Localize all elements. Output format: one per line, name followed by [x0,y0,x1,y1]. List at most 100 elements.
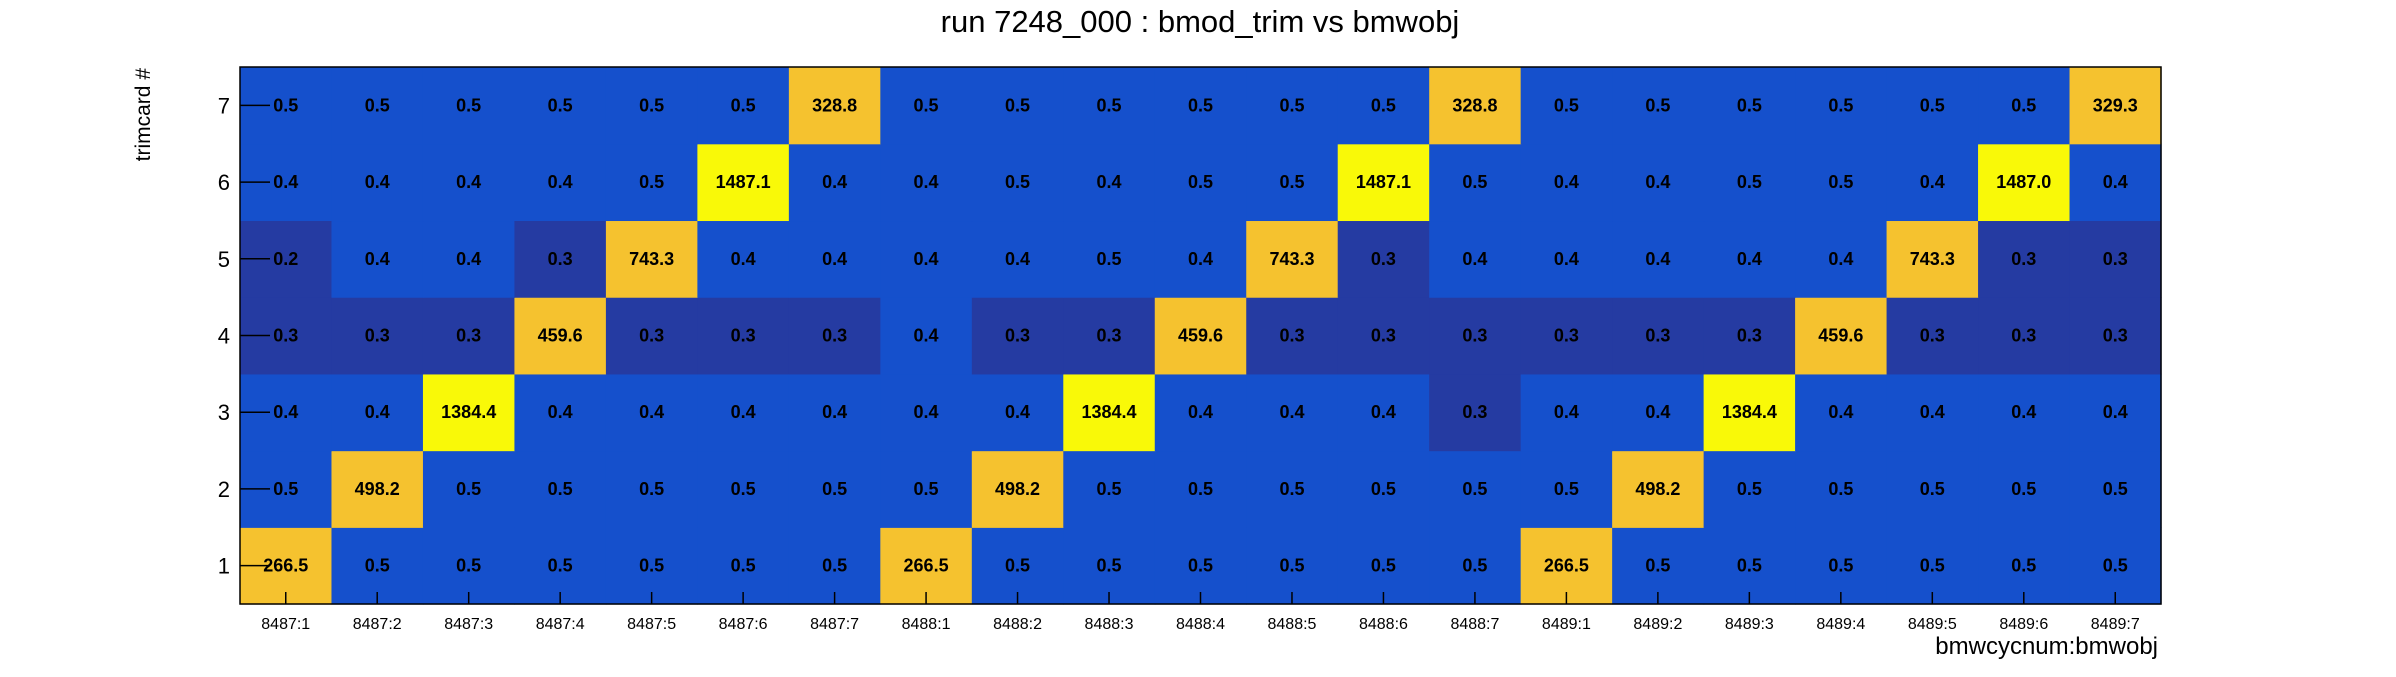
cell-value-label: 0.4 [2103,402,2128,422]
heatmap-cell [422,67,516,145]
heatmap-cell [1978,527,2071,605]
heatmap-cell [1612,373,1705,452]
heatmap-cell [422,373,516,452]
cell-value-label: 0.5 [456,479,481,499]
heatmap-cell [880,67,973,145]
heatmap-cell [971,527,1064,605]
heatmap-cell [1795,527,1888,605]
heatmap-cell [788,220,881,298]
cell-value-label: 0.4 [365,249,390,269]
heatmap-cell [1520,450,1613,528]
heatmap-cell [1703,220,1796,298]
heatmap-cell [1154,143,1247,222]
x-tick-label: 8488:4 [1176,616,1225,633]
cell-value-label: 459.6 [1818,326,1863,346]
cell-value-label: 0.4 [914,249,939,269]
heatmap-cell [1429,67,1522,145]
cell-value-label: 0.4 [1554,172,1579,192]
cell-value-label: 0.4 [365,402,390,422]
cell-value-label: 0.5 [365,95,390,115]
heatmap-cell [331,527,424,605]
cell-value-label: 266.5 [263,556,308,576]
heatmap-cell [697,67,790,145]
heatmap-cell [1703,297,1796,375]
heatmap-cell [1063,143,1156,222]
heatmap-cell [1978,67,2071,145]
heatmap-cell [1337,67,1430,145]
cell-value-label: 0.5 [1188,172,1213,192]
heatmap-cell [331,297,424,375]
heatmap-cell [1246,527,1339,605]
cell-labels-layer: 266.5 0.5 0.5 0.5 0.5 0.5 0.5 266.5 0.5 0.5 0.5 0.5… [263,95,2138,575]
heatmap-cell [697,450,790,528]
heatmap-cell [1063,450,1156,528]
x-tick-label: 8488:6 [1359,616,1408,633]
cell-value-label: 0.5 [456,95,481,115]
heatmap-cell [1978,450,2071,528]
cell-value-label: 0.4 [1645,402,1670,422]
x-tick-label: 8489:4 [1816,616,1865,633]
y-tick-label: 7 [218,93,230,118]
heatmap-cell [971,67,1064,145]
ticks-layer: 8487:1 8487:2 8487:3 8487:4 8487:5 8487:6 8487… [218,93,2140,633]
cell-value-label: 0.3 [365,326,390,346]
cell-value-label: 0.4 [1828,402,1853,422]
heatmap-cell [1246,373,1339,452]
heatmap-cell [1520,373,1613,452]
cell-value-label: 0.5 [1737,95,1762,115]
cell-value-label: 0.5 [1371,479,1396,499]
cell-value-label: 743.3 [1269,249,1314,269]
heatmap-cell [1795,143,1888,222]
heatmap-cell [1795,67,1888,145]
cell-value-label: 0.3 [1371,249,1396,269]
heatmap-cell [1886,220,1979,298]
heatmap-cell [1154,527,1247,605]
cell-value-label: 0.5 [1279,95,1304,115]
heatmap-cell [1886,373,1979,452]
cell-value-label: 0.5 [822,479,847,499]
cell-value-label: 1384.4 [441,402,496,422]
cell-value-label: 0.4 [2011,402,2036,422]
heatmap-cell [1337,373,1430,452]
cell-value-label: 329.3 [2093,95,2138,115]
heatmap-cell [605,143,698,222]
heatmap-cell [1612,450,1705,528]
cell-value-label: 0.4 [456,249,481,269]
cell-value-label: 0.4 [1005,249,1030,269]
x-tick-label: 8487:4 [536,616,585,633]
cell-value-label: 1384.4 [1722,402,1777,422]
heatmap-cell [514,143,607,222]
cell-value-label: 0.4 [1920,402,1945,422]
cell-value-label: 0.5 [456,556,481,576]
cell-value-label: 0.2 [273,249,298,269]
heatmap-cell [1429,450,1522,528]
cell-value-label: 0.4 [1188,402,1213,422]
cell-value-label: 0.3 [1462,326,1487,346]
heatmap-cell [1795,373,1888,452]
cell-value-label: 0.5 [273,479,298,499]
cell-value-label: 0.5 [639,95,664,115]
heatmap-cell [788,143,881,222]
heatmap-cell [1337,527,1430,605]
cell-value-label: 328.8 [812,95,857,115]
cell-value-label: 0.5 [1828,172,1853,192]
cell-value-label: 0.4 [1005,402,1030,422]
cell-value-label: 0.5 [1737,479,1762,499]
cell-value-label: 0.5 [731,95,756,115]
cell-value-label: 0.4 [548,172,573,192]
heatmap-cell [605,297,698,375]
cell-value-label: 0.5 [731,479,756,499]
heatmap-cell [1429,373,1522,452]
heatmap-cell [1978,373,2071,452]
cell-value-label: 0.4 [1554,249,1579,269]
heatmap-cell [422,297,516,375]
y-tick-label: 6 [218,170,230,195]
cell-value-label: 743.3 [1910,249,1955,269]
heatmap-cell [1520,67,1613,145]
x-tick-label: 8488:2 [993,616,1042,633]
cell-value-label: 0.4 [1645,249,1670,269]
heatmap-cell [1612,527,1705,605]
heatmap-cell [331,220,424,298]
cell-value-label: 0.3 [2011,326,2036,346]
